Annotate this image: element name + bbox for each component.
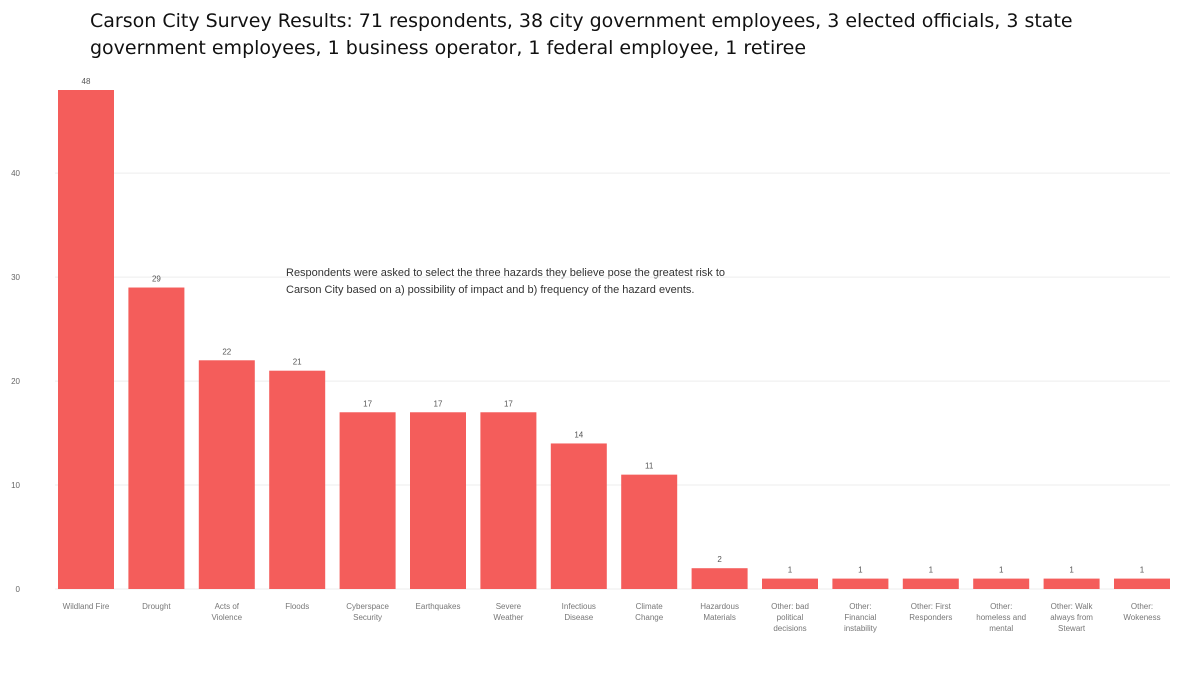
y-tick-label: 40 bbox=[11, 169, 20, 178]
bar bbox=[550, 443, 607, 589]
data-label: 1 bbox=[1069, 566, 1074, 575]
data-label: 17 bbox=[363, 399, 372, 408]
x-category-label: Other: Walk always from Stewart bbox=[1050, 602, 1093, 633]
bar bbox=[691, 568, 748, 589]
data-label: 48 bbox=[82, 77, 91, 86]
data-label: 22 bbox=[222, 347, 231, 356]
bar bbox=[762, 578, 818, 589]
x-category-label-line: mental bbox=[989, 624, 1013, 633]
x-category-label-line: Change bbox=[635, 613, 664, 622]
bar bbox=[480, 412, 537, 589]
x-category-label-line: political bbox=[777, 613, 804, 622]
y-tick-label: 0 bbox=[16, 585, 21, 594]
data-label: 17 bbox=[434, 399, 443, 408]
x-category-label: Drought bbox=[142, 602, 171, 611]
chart-annotation: Respondents were asked to select the thr… bbox=[286, 267, 726, 296]
x-category-label-line: Floods bbox=[285, 602, 309, 611]
x-category-label: Wildland Fire bbox=[63, 602, 110, 611]
x-category-label-line: Other: Walk bbox=[1051, 602, 1094, 611]
data-label: 2 bbox=[717, 555, 722, 564]
x-category-label-line: Hazardous bbox=[700, 602, 739, 611]
x-category-label-line: Financial bbox=[844, 613, 876, 622]
x-category-label-line: Cyberspace bbox=[346, 602, 389, 611]
data-label: 17 bbox=[504, 399, 513, 408]
x-category-label-line: Infectious bbox=[562, 602, 596, 611]
x-category-label: Severe Weather bbox=[493, 602, 523, 622]
x-category-label-line: Other: bad bbox=[771, 602, 809, 611]
x-category-label: Climate Change bbox=[635, 602, 664, 622]
x-category-label-line: Materials bbox=[703, 613, 735, 622]
bar bbox=[1043, 578, 1100, 589]
x-category-label-line: Acts of bbox=[215, 602, 240, 611]
x-category-label-line: Earthquakes bbox=[416, 602, 461, 611]
bar bbox=[410, 412, 466, 589]
x-category-label-line: Wildland Fire bbox=[63, 602, 110, 611]
y-tick-label: 10 bbox=[11, 481, 20, 490]
y-axis-ticks: 0 10 20 30 40 bbox=[11, 169, 20, 594]
bar bbox=[1114, 578, 1170, 589]
x-category-label-line: homeless and bbox=[976, 613, 1026, 622]
x-category-label: Hazardous Materials bbox=[700, 602, 739, 622]
x-category-label: Other: Financial instability bbox=[844, 602, 877, 633]
bar bbox=[339, 412, 396, 589]
x-category-label-line: Weather bbox=[493, 613, 523, 622]
x-category-label-line: Other: bbox=[1131, 602, 1153, 611]
x-category-label: Earthquakes bbox=[416, 602, 461, 611]
data-label: 1 bbox=[858, 566, 863, 575]
bar bbox=[973, 578, 1030, 589]
bar bbox=[198, 360, 255, 589]
x-category-label-line: Drought bbox=[142, 602, 171, 611]
x-category-label-line: Other: First bbox=[911, 602, 952, 611]
x-category-label-line: Security bbox=[353, 613, 382, 622]
x-category-label: Other: First Responders bbox=[909, 602, 952, 622]
x-category-label: Floods bbox=[285, 602, 309, 611]
data-label: 1 bbox=[929, 566, 934, 575]
data-label: 29 bbox=[152, 275, 161, 284]
data-label: 11 bbox=[645, 462, 654, 471]
x-category-label-line: Other: bbox=[849, 602, 871, 611]
x-category-label-line: Violence bbox=[212, 613, 243, 622]
chart-title: Carson City Survey Results: 71 responden… bbox=[90, 10, 1073, 59]
x-category-label-line: always from bbox=[1050, 613, 1093, 622]
x-category-label-line: Stewart bbox=[1058, 624, 1086, 633]
x-category-label-line: Climate bbox=[636, 602, 664, 611]
x-category-label-line: instability bbox=[844, 624, 877, 633]
x-category-label-line: Severe bbox=[496, 602, 522, 611]
x-category-label-line: Responders bbox=[909, 613, 952, 622]
x-category-label: Cyberspace Security bbox=[346, 602, 389, 622]
data-label: 1 bbox=[999, 566, 1004, 575]
bar bbox=[832, 578, 889, 589]
bar bbox=[128, 287, 185, 589]
data-label: 14 bbox=[574, 430, 583, 439]
data-label: 1 bbox=[788, 566, 793, 575]
y-tick-label: 20 bbox=[11, 377, 20, 386]
x-category-label: Other: homeless and mental bbox=[976, 602, 1026, 633]
bar bbox=[621, 474, 678, 589]
bar bbox=[902, 578, 959, 589]
x-category-label-line: Other: bbox=[990, 602, 1012, 611]
bar bbox=[269, 370, 326, 589]
x-category-label: Infectious Disease bbox=[562, 602, 596, 622]
x-category-label-line: decisions bbox=[773, 624, 806, 633]
x-category-label: Other: Wokeness bbox=[1123, 602, 1160, 622]
y-tick-label: 30 bbox=[11, 273, 20, 282]
bars bbox=[58, 90, 1170, 589]
data-label: 21 bbox=[293, 358, 302, 367]
x-category-label: Acts of Violence bbox=[212, 602, 243, 622]
bar bbox=[58, 90, 114, 589]
data-label: 1 bbox=[1140, 566, 1145, 575]
x-category-label: Other: bad political decisions bbox=[771, 602, 809, 633]
x-category-label-line: Disease bbox=[564, 613, 593, 622]
x-category-label-line: Wokeness bbox=[1123, 613, 1160, 622]
x-axis-labels: Wildland Fire Drought Acts of Violence Flood… bbox=[63, 602, 1161, 633]
